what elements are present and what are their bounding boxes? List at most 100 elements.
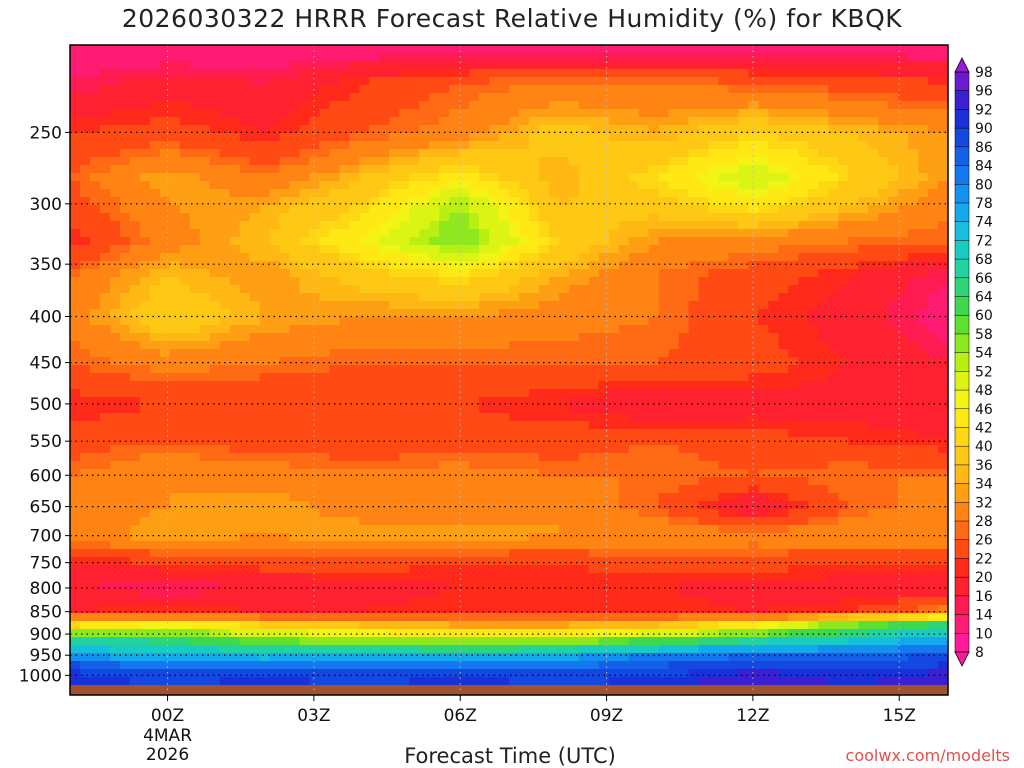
heat-cell — [79, 421, 91, 430]
heat-cell — [419, 245, 430, 254]
heat-cell — [509, 469, 520, 478]
heat-cell — [159, 189, 171, 198]
heat-cell — [289, 261, 301, 270]
heat-cell — [718, 293, 730, 302]
heat-cell — [918, 141, 929, 150]
heat-cell — [229, 45, 241, 54]
heat-cell — [259, 45, 271, 54]
heat-cell — [898, 101, 909, 110]
heat-cell — [429, 445, 440, 454]
heat-cell — [499, 117, 510, 126]
heat-cell — [359, 397, 370, 406]
heat-cell — [339, 429, 350, 438]
heat-cell — [469, 421, 480, 430]
heat-cell — [618, 405, 630, 414]
heat-cell — [309, 117, 321, 126]
heat-cell — [698, 253, 710, 262]
heat-cell — [848, 349, 859, 358]
heat-cell — [259, 389, 271, 398]
heat-cell — [449, 245, 460, 254]
heat-cell — [89, 117, 101, 126]
heat-cell — [618, 477, 630, 486]
heat-cell — [618, 301, 630, 310]
heat-cell — [479, 261, 490, 270]
heat-cell — [199, 325, 211, 334]
heat-cell — [678, 325, 690, 334]
heat-cell — [389, 77, 400, 86]
heat-cell — [149, 437, 161, 446]
heat-cell — [389, 149, 400, 158]
heat-cell — [439, 61, 450, 70]
heat-cell — [778, 253, 789, 262]
heat-cell — [459, 429, 470, 438]
heat-cell — [219, 293, 231, 302]
heat-cell — [718, 53, 730, 62]
heat-cell — [359, 53, 370, 62]
heat-cell — [489, 477, 500, 486]
heat-cell — [399, 365, 410, 374]
heat-cell — [798, 357, 809, 366]
heat-cell — [578, 389, 590, 398]
heat-cell — [528, 293, 540, 302]
heat-cell — [309, 341, 321, 350]
heat-cell — [139, 69, 151, 78]
heat-cell — [149, 157, 161, 166]
heat-cell — [469, 125, 480, 134]
heat-cell — [808, 309, 819, 318]
heat-cell — [768, 317, 779, 326]
heat-cell — [588, 301, 600, 310]
heat-cell — [668, 109, 680, 118]
heat-cell — [79, 245, 91, 254]
heat-cell — [99, 157, 111, 166]
heat-cell — [758, 421, 770, 430]
heat-cell — [399, 133, 410, 142]
heat-cell — [568, 181, 580, 190]
heat-cell — [99, 485, 111, 494]
heat-cell — [638, 165, 650, 174]
heat-cell — [149, 461, 161, 470]
heat-cell — [728, 477, 740, 486]
heat-cell — [908, 333, 919, 342]
heat-cell — [249, 445, 261, 454]
heat-cell — [698, 61, 710, 70]
heat-cell — [858, 61, 869, 70]
heat-cell — [199, 429, 211, 438]
heat-cell — [449, 173, 460, 182]
heat-cell — [429, 397, 440, 406]
heat-cell — [598, 373, 610, 382]
heat-cell — [409, 77, 420, 86]
heat-cell — [778, 141, 789, 150]
heat-cell — [558, 429, 570, 438]
heat-cell — [888, 53, 899, 62]
heat-cell — [89, 389, 101, 398]
heat-cell — [469, 173, 480, 182]
heat-cell — [838, 189, 849, 198]
heat-cell — [778, 309, 789, 318]
heat-cell — [109, 277, 121, 286]
heat-cell — [878, 53, 889, 62]
heat-cell — [70, 349, 81, 358]
heat-cell — [499, 381, 510, 390]
heat-cell — [738, 133, 750, 142]
heat-cell — [379, 61, 390, 70]
heat-cell — [389, 485, 400, 494]
heat-cell — [548, 149, 560, 158]
heat-cell — [449, 341, 460, 350]
heat-cell — [319, 429, 331, 438]
heat-cell — [698, 477, 710, 486]
heat-cell — [109, 125, 121, 134]
heat-cell — [459, 221, 470, 230]
heat-cell — [189, 237, 201, 246]
heat-cell — [658, 317, 670, 326]
heat-cell — [668, 253, 680, 262]
heat-cell — [149, 269, 161, 278]
heat-cell — [598, 205, 610, 214]
heat-cell — [748, 189, 760, 198]
heat-cell — [149, 293, 161, 302]
heat-cell — [888, 101, 899, 110]
heat-cell — [199, 61, 211, 70]
heat-cell — [938, 149, 948, 158]
heat-cell — [319, 109, 331, 118]
heat-cell — [908, 253, 919, 262]
heat-cell — [678, 365, 690, 374]
